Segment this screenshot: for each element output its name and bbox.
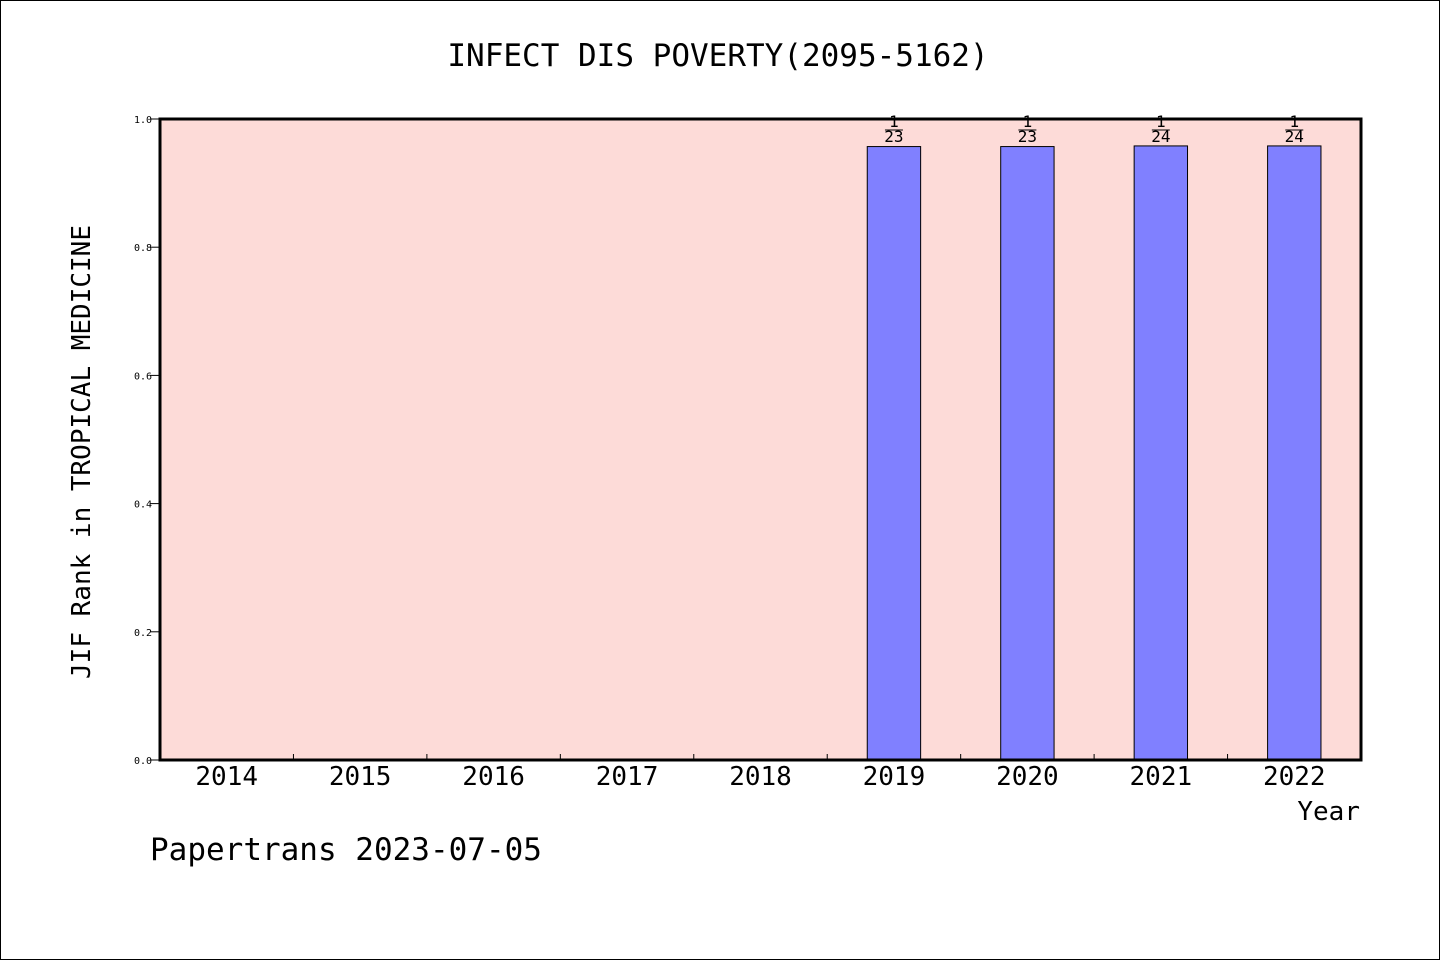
y-tick-label: 0.6 (134, 371, 152, 382)
y-tick-label: 0.0 (134, 756, 152, 767)
y-axis: 0.0 0.2 0.4 0.6 0.8 1.0 (134, 115, 160, 767)
x-tick-label: 2019 (863, 762, 926, 792)
x-tick-label: 2016 (462, 762, 525, 792)
bar-rank-label: 1 (1156, 112, 1166, 131)
x-tick-label: 2014 (195, 762, 258, 792)
bar-series (866, 145, 1322, 761)
bar-rank-label: 1 (1289, 112, 1299, 131)
x-tick-label: 2018 (729, 762, 792, 792)
x-tick-label: 2015 (329, 762, 392, 792)
bar (1133, 145, 1189, 761)
x-tick-label: 2022 (1263, 762, 1326, 792)
y-tick-label: 0.4 (134, 500, 152, 511)
plot-border (158, 117, 1363, 762)
bar-total-label: 24 (1285, 127, 1304, 146)
bar (1000, 146, 1055, 761)
chart-title: INFECT DIS POVERTY(2095-5162) (447, 38, 988, 74)
bar (866, 146, 922, 761)
y-axis-label: JIF Rank in TROPICAL MEDICINE (67, 225, 97, 679)
bar-rank-label: 1 (889, 112, 899, 131)
x-axis: 2014 2015 2016 2017 2018 2019 2020 2021 2022 (195, 754, 1326, 792)
x-axis-label: Year (1297, 797, 1360, 827)
x-tick-label: 2021 (1130, 762, 1193, 792)
footer-credit: Papertrans 2023-07-05 (150, 832, 542, 868)
bar-total-label: 23 (1018, 127, 1037, 146)
y-tick-label: 1.0 (134, 115, 152, 126)
bar-rank-label: 1 (1023, 112, 1033, 131)
bar (1267, 145, 1322, 761)
y-tick-label: 0.8 (134, 243, 152, 254)
bar-total-label: 23 (884, 127, 903, 146)
x-tick-label: 2017 (596, 762, 659, 792)
bar-total-label: 24 (1151, 127, 1170, 146)
y-tick-label: 0.2 (134, 628, 152, 639)
x-tick-label: 2020 (996, 762, 1059, 792)
